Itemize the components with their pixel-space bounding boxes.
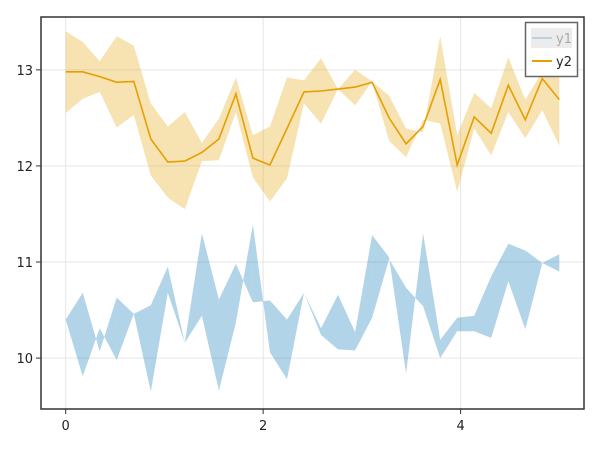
legend-entry-y2[interactable]: y2 bbox=[532, 55, 572, 70]
band-segment-y1 bbox=[133, 305, 151, 392]
band-segment-y2 bbox=[82, 42, 100, 99]
band-segment-y2 bbox=[491, 57, 509, 156]
band-segment-y1 bbox=[406, 233, 424, 374]
x-tick-label: 2 bbox=[259, 419, 267, 434]
band-segment-y1 bbox=[167, 266, 185, 343]
plot-frame bbox=[40, 16, 585, 410]
band-segment-y2 bbox=[218, 77, 236, 161]
band-segment-y2 bbox=[201, 118, 219, 162]
band-segment-y1 bbox=[235, 224, 253, 323]
y-tick-label: 12 bbox=[16, 160, 33, 175]
band-segment-y2 bbox=[184, 112, 202, 210]
band-segment-y1 bbox=[150, 266, 168, 392]
band-segment-y2 bbox=[406, 119, 424, 158]
band-segment-y1 bbox=[269, 300, 287, 380]
tick-labels: 0 2 4 10 11 12 13 bbox=[16, 64, 464, 434]
bands bbox=[65, 31, 560, 392]
band-y2 bbox=[65, 31, 560, 210]
band-segment-y2 bbox=[508, 57, 526, 139]
band-segment-y1 bbox=[355, 235, 373, 351]
series-lines bbox=[65, 71, 560, 169]
band-segment-y1 bbox=[116, 297, 134, 360]
band-segment-y1 bbox=[99, 297, 117, 360]
band-segment-y2 bbox=[167, 112, 185, 210]
band-segment-y1 bbox=[252, 224, 270, 353]
line-y2 bbox=[65, 71, 560, 169]
band-segment-y1 bbox=[184, 233, 202, 343]
band-segment-y1 bbox=[457, 315, 475, 332]
band-segment-y2 bbox=[287, 77, 304, 179]
x-tick-label: 4 bbox=[456, 419, 464, 434]
y-tick-label: 11 bbox=[16, 256, 33, 271]
band-segment-y1 bbox=[389, 257, 407, 374]
band-segment-y1 bbox=[525, 250, 543, 330]
band-y1 bbox=[65, 224, 560, 392]
band-segment-y1 bbox=[201, 233, 219, 391]
band-segment-y1 bbox=[321, 294, 338, 350]
legend-y2-label: y2 bbox=[556, 55, 572, 70]
band-segment-y2 bbox=[99, 36, 117, 128]
x-tick-label: 0 bbox=[62, 419, 70, 434]
y-tick-label: 13 bbox=[16, 64, 33, 79]
band-segment-y1 bbox=[423, 233, 441, 359]
legend-y1-label: y1 bbox=[556, 32, 572, 47]
band-segment-y1 bbox=[304, 292, 321, 335]
band-segment-y1 bbox=[287, 292, 304, 380]
band-segment-y2 bbox=[269, 77, 287, 202]
band-segment-y2 bbox=[252, 126, 270, 202]
grid-lines bbox=[41, 17, 584, 409]
band-segment-y1 bbox=[65, 292, 83, 377]
band-segment-y2 bbox=[389, 95, 407, 158]
band-segment-y2 bbox=[321, 58, 338, 124]
legend-entry-y1[interactable]: y1 bbox=[531, 28, 572, 48]
band-segment-y2 bbox=[355, 69, 373, 106]
band-segment-y1 bbox=[491, 243, 509, 338]
band-segment-y2 bbox=[372, 81, 390, 141]
band-segment-y1 bbox=[82, 292, 100, 377]
legend[interactable]: y1 y2 bbox=[524, 21, 579, 78]
band-segment-y2 bbox=[440, 36, 458, 192]
band-segment-y1 bbox=[218, 263, 236, 391]
band-segment-y1 bbox=[372, 235, 390, 318]
band-segment-y2 bbox=[423, 36, 441, 133]
band-segment-y1 bbox=[338, 294, 356, 351]
band-segment-y2 bbox=[542, 67, 560, 146]
band-segment-y1 bbox=[508, 243, 526, 330]
y-tick-label: 10 bbox=[16, 352, 33, 367]
band-segment-y1 bbox=[542, 254, 560, 272]
band-segment-y1 bbox=[440, 317, 458, 359]
band-segment-y2 bbox=[525, 71, 543, 139]
band-segment-y1 bbox=[474, 276, 492, 338]
